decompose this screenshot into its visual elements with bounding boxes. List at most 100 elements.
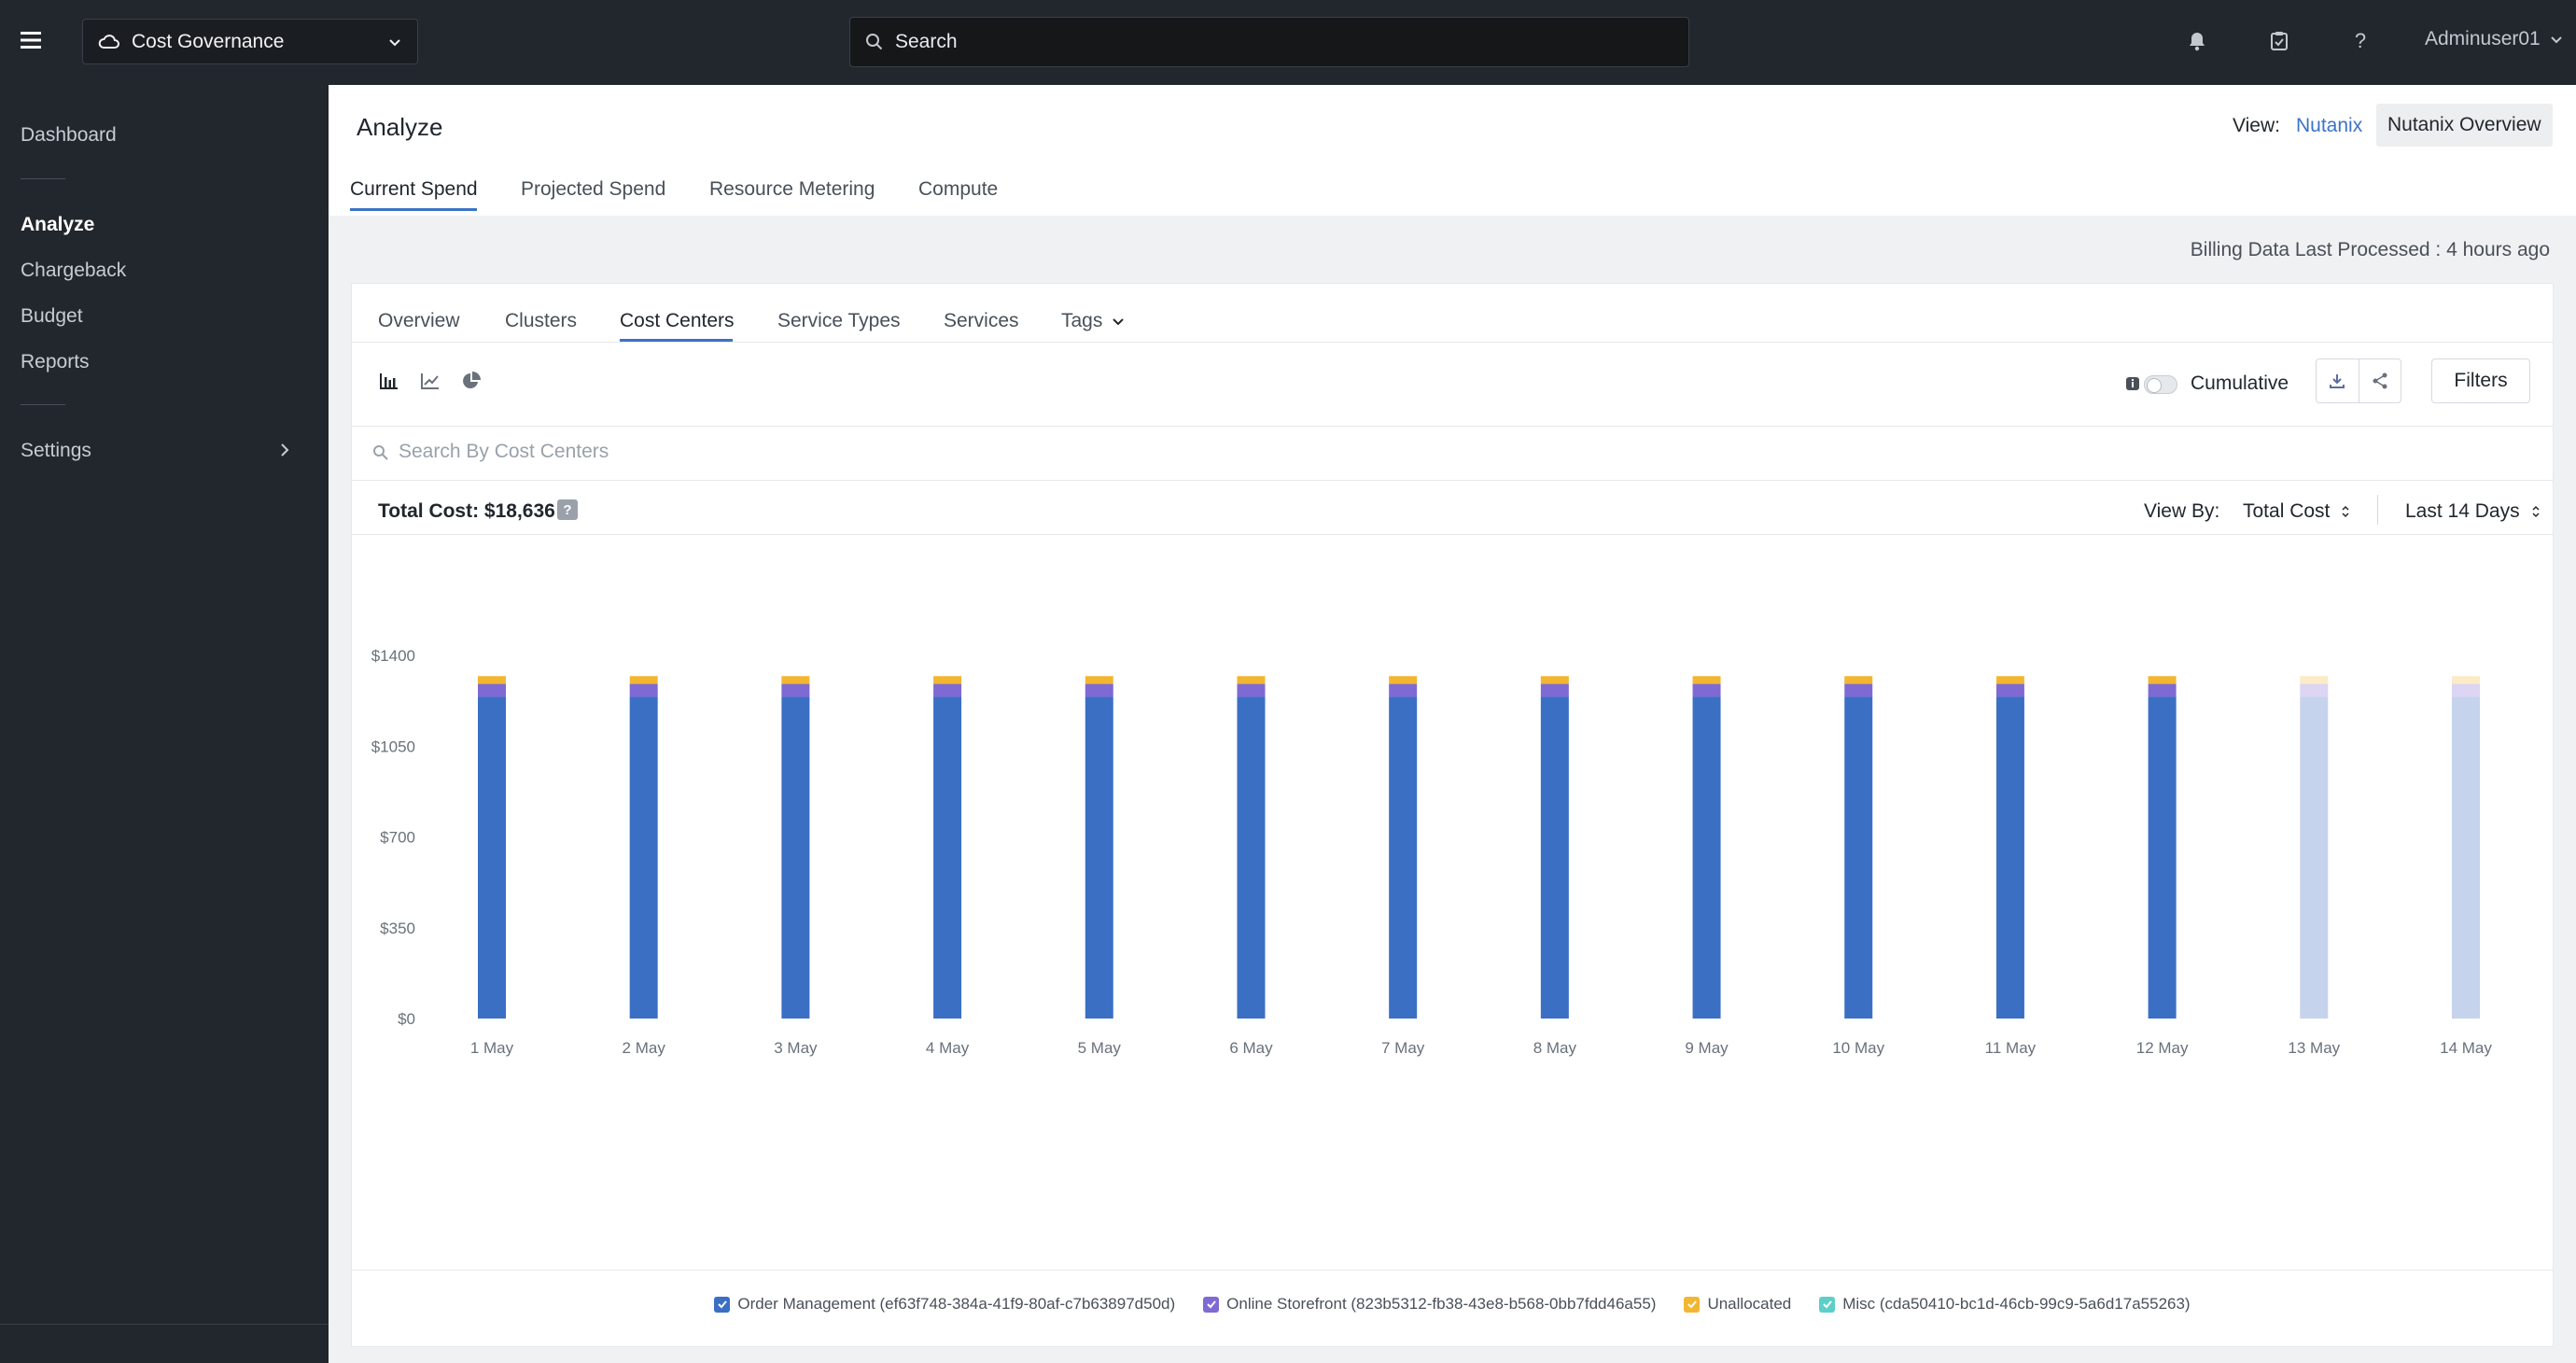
filters-button[interactable]: Filters (2431, 358, 2530, 403)
bar-segment[interactable] (1995, 683, 2024, 697)
bar-segment[interactable] (1237, 683, 1266, 697)
bar-segment[interactable] (781, 696, 810, 1019)
bar-segment[interactable] (781, 683, 810, 697)
tab-current-spend[interactable]: Current Spend (350, 178, 478, 200)
search-icon (372, 444, 389, 461)
help-badge[interactable]: ? (557, 499, 578, 520)
bar-segment[interactable] (1389, 683, 1418, 697)
bar-segment[interactable] (2148, 676, 2177, 684)
y-tick-label: $700 (380, 829, 415, 847)
bar-segment[interactable] (1995, 696, 2024, 1019)
view-label: View: (2233, 115, 2280, 136)
sidebar-item-chargeback[interactable]: Chargeback (21, 260, 127, 281)
sidebar-item-budget[interactable]: Budget (21, 305, 83, 327)
bar-segment[interactable] (1692, 696, 1721, 1019)
bar-segment[interactable] (478, 676, 506, 684)
tab-compute[interactable]: Compute (918, 178, 999, 200)
x-tick-label: 7 May (1381, 1039, 1425, 1057)
divider (352, 1270, 2553, 1271)
legend-item-order-management[interactable]: Order Management (ef63f748-384a-41f9-80a… (714, 1295, 1175, 1314)
bar-segment[interactable] (1692, 676, 1721, 684)
bar-segment[interactable] (2300, 676, 2329, 684)
view-by-select[interactable]: Total Cost (2243, 500, 2350, 523)
x-tick-label: 13 May (2288, 1039, 2340, 1057)
subtab-overview[interactable]: Overview (378, 310, 460, 331)
subtab-clusters[interactable]: Clusters (505, 310, 578, 331)
x-tick-label: 4 May (926, 1039, 970, 1057)
bar-segment[interactable] (1085, 696, 1113, 1019)
bar-segment[interactable] (933, 683, 962, 697)
subtab-services[interactable]: Services (944, 310, 1019, 331)
bar-segment[interactable] (2300, 696, 2329, 1019)
cost-center-search-input[interactable]: Search By Cost Centers (352, 426, 2553, 478)
tab-resource-metering[interactable]: Resource Metering (709, 178, 875, 200)
sidebar-item-reports[interactable]: Reports (21, 351, 90, 372)
legend-item-online-storefront[interactable]: Online Storefront (823b5312-fb38-43e8-b5… (1203, 1295, 1656, 1314)
legend-label: Misc (cda50410-bc1d-46cb-99c9-5a6d17a552… (1842, 1295, 2191, 1313)
bar-chart-icon[interactable] (378, 370, 400, 392)
bar-segment[interactable] (629, 696, 658, 1019)
x-tick-label: 14 May (2440, 1039, 2492, 1057)
cost-centers-bar-chart: $0 $350 $700 $1050 $1400 1 May 2 May 3 May 4 May… (371, 647, 2493, 1057)
subtab-service-types[interactable]: Service Types (777, 310, 901, 331)
download-button[interactable] (2317, 359, 2359, 402)
bar-segment[interactable] (1389, 676, 1418, 684)
global-search-input[interactable]: Search (849, 17, 1689, 67)
checkbox-icon (1684, 1296, 1701, 1313)
legend-item-unallocated[interactable]: Unallocated (1684, 1295, 1791, 1314)
bar-segment[interactable] (933, 696, 962, 1019)
sort-arrows-icon (2531, 504, 2541, 519)
menu-icon[interactable] (19, 28, 43, 52)
bar-segment[interactable] (1085, 683, 1113, 697)
checkbox-icon (1819, 1296, 1836, 1313)
bar-segment[interactable] (478, 683, 506, 697)
bar-segment[interactable] (2300, 683, 2329, 697)
bar-segment[interactable] (1692, 683, 1721, 697)
bar-segment[interactable] (1844, 683, 1873, 697)
bar-segment[interactable] (933, 676, 962, 684)
bar-segment[interactable] (1540, 683, 1569, 697)
legend-label: Order Management (ef63f748-384a-41f9-80a… (737, 1295, 1176, 1313)
bar-segment[interactable] (781, 676, 810, 684)
pie-chart-icon[interactable] (460, 370, 483, 392)
global-search-placeholder: Search (895, 31, 958, 52)
bar-segment[interactable] (2452, 683, 2480, 697)
user-menu[interactable]: Adminuser01 (2425, 28, 2563, 50)
active-tab-indicator (350, 208, 477, 211)
cumulative-toggle[interactable] (2144, 375, 2177, 394)
bar-segment[interactable] (1085, 676, 1113, 684)
bell-icon[interactable] (2184, 28, 2210, 54)
bar-segment[interactable] (1237, 696, 1266, 1019)
sidebar-item-analyze[interactable]: Analyze (21, 214, 95, 235)
app-selector[interactable]: Cost Governance (82, 19, 418, 64)
bar-segment[interactable] (2452, 676, 2480, 684)
bar-segment[interactable] (2148, 683, 2177, 697)
legend-item-misc[interactable]: Misc (cda50410-bc1d-46cb-99c9-5a6d17a552… (1819, 1295, 2191, 1314)
x-tick-label: 1 May (470, 1039, 514, 1057)
view-nutanix-link[interactable]: Nutanix (2296, 115, 2363, 136)
subtab-tags[interactable]: Tags (1061, 310, 1125, 332)
bar-segment[interactable] (1844, 676, 1873, 684)
svg-text:?: ? (2355, 29, 2366, 52)
date-range-select[interactable]: Last 14 Days (2405, 500, 2541, 523)
bar-segment[interactable] (2148, 696, 2177, 1019)
bar-segment[interactable] (1995, 676, 2024, 684)
bar-segment[interactable] (1540, 676, 1569, 684)
bar-segment[interactable] (478, 696, 506, 1019)
sidebar-item-dashboard[interactable]: Dashboard (21, 124, 117, 146)
view-overview-button[interactable]: Nutanix Overview (2376, 104, 2553, 147)
clipboard-check-icon[interactable] (2266, 28, 2292, 54)
bar-segment[interactable] (1540, 696, 1569, 1019)
line-chart-icon[interactable] (419, 370, 441, 392)
tab-projected-spend[interactable]: Projected Spend (521, 178, 666, 200)
share-button[interactable] (2358, 359, 2401, 402)
bar-segment[interactable] (1844, 696, 1873, 1019)
bar-segment[interactable] (629, 676, 658, 684)
help-icon[interactable]: ? (2347, 28, 2373, 54)
subtab-cost-centers[interactable]: Cost Centers (620, 310, 735, 331)
bar-segment[interactable] (1237, 676, 1266, 684)
sidebar-item-settings[interactable]: Settings (21, 440, 291, 462)
bar-segment[interactable] (2452, 696, 2480, 1019)
bar-segment[interactable] (629, 683, 658, 697)
bar-segment[interactable] (1389, 696, 1418, 1019)
